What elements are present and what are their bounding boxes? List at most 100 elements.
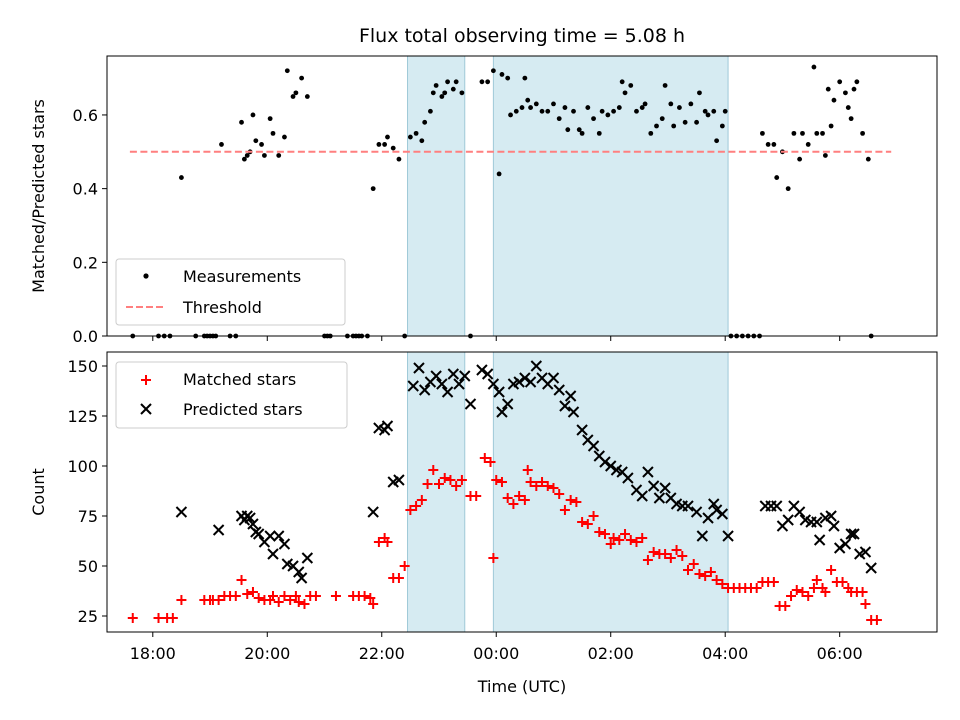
predicted-stars-point	[845, 528, 857, 540]
matched-stars-point	[631, 537, 642, 547]
predicted-stars-point	[587, 440, 600, 452]
matched-stars-point	[330, 591, 341, 601]
predicted-stars-point	[513, 376, 525, 388]
matched-stars-point	[456, 475, 467, 485]
measurement-point	[219, 142, 224, 147]
measurement-point	[714, 138, 720, 144]
measurement-point	[571, 108, 576, 114]
matched-stars-point	[537, 477, 548, 487]
measurement-point	[828, 123, 834, 129]
measurement-point	[771, 142, 777, 147]
matched-stars-point	[293, 597, 304, 607]
predicted-stars-point	[393, 474, 405, 486]
measurement-point	[765, 142, 771, 147]
predicted-stars-point	[828, 520, 840, 532]
matched-stars-point	[620, 529, 631, 539]
measurement-point	[299, 75, 305, 81]
matched-stars-point	[368, 599, 379, 609]
predicted-stars-point	[813, 534, 826, 546]
measurement-point	[634, 108, 639, 114]
matched-stars-point	[660, 549, 671, 559]
measurement-point	[619, 79, 625, 85]
measurement-point	[648, 130, 654, 136]
matched-stars-point	[837, 577, 848, 587]
measurement-point	[459, 90, 465, 96]
measurement-point	[591, 116, 596, 122]
measurement-point	[705, 112, 711, 118]
measurement-point	[702, 108, 708, 114]
predicted-stars-point	[710, 504, 723, 516]
predicted-stars-point	[782, 514, 794, 526]
matched-stars-point	[605, 539, 616, 549]
bottom-panel-data-points	[127, 360, 882, 625]
measurement-point	[831, 97, 837, 103]
measurement-point	[270, 130, 276, 136]
measurement-point	[259, 142, 264, 147]
chart-title: Flux total observing time = 5.08 h	[359, 25, 685, 47]
predicted-stars-point	[481, 368, 494, 380]
measurement-point	[565, 127, 571, 133]
measurement-point	[453, 79, 459, 85]
measurement-point	[244, 153, 250, 158]
measurement-point	[845, 105, 851, 110]
measurement-point	[851, 86, 857, 92]
matched-stars-point	[502, 493, 513, 503]
top-panel-legend: Measurements Threshold	[115, 258, 346, 326]
measurement-point	[442, 90, 448, 96]
measurement-point	[688, 101, 694, 107]
measurement-point	[820, 130, 825, 136]
measurement-point	[585, 105, 591, 110]
predicted-stars-point	[493, 386, 505, 398]
measurement-point	[376, 142, 382, 147]
predicted-stars-point	[599, 456, 611, 468]
measurement-point	[860, 130, 865, 136]
legend-threshold-label: Threshold	[182, 298, 262, 317]
matched-stars-point	[860, 599, 871, 609]
matched-stars-point	[717, 579, 728, 589]
measurement-point	[668, 101, 674, 107]
measurement-point	[262, 153, 267, 158]
measurement-point	[682, 119, 688, 125]
measurement-point	[848, 116, 854, 122]
predicted-stars-point	[244, 512, 256, 524]
matched-stars-point	[285, 595, 296, 605]
predicted-stars-point	[530, 360, 543, 372]
matched-stars-point	[485, 457, 496, 467]
x-tick-label: 04:00	[702, 644, 748, 663]
matched-stars-point	[299, 599, 310, 609]
x-tick-label: 00:00	[473, 644, 519, 663]
predicted-stars-point	[464, 398, 477, 410]
measurement-point	[805, 142, 811, 147]
bottom-panel-frame	[106, 351, 938, 633]
measurement-point	[499, 72, 505, 77]
matched-stars-point	[642, 555, 653, 565]
top-legend-box	[115, 258, 346, 326]
predicted-stars-point	[771, 500, 783, 512]
matched-stars-point	[768, 577, 779, 587]
matched-stars-point	[700, 571, 711, 581]
predicted-stars-point	[273, 530, 285, 542]
predicted-stars-point	[576, 424, 588, 436]
matched-stars-point	[554, 489, 565, 499]
matched-stars-point	[705, 567, 716, 577]
measurement-point	[293, 90, 299, 96]
y-tick-label: 75	[78, 507, 98, 526]
predicted-stars-point	[865, 562, 877, 574]
predicted-stars-point	[622, 472, 634, 484]
measurement-point	[616, 105, 622, 110]
measurement-point	[370, 186, 376, 192]
measurement-point	[639, 105, 645, 110]
measurement-point	[508, 112, 513, 118]
top-panel-y-axis-label: Matched/Predicted stars	[29, 99, 48, 293]
measurement-point	[622, 90, 628, 96]
matched-stars-point	[797, 587, 808, 597]
predicted-stars-point	[553, 384, 565, 396]
predicted-stars-point	[301, 552, 314, 564]
measurement-point	[596, 130, 602, 136]
measurement-point	[250, 112, 256, 118]
matched-stars-point	[688, 559, 699, 569]
matched-stars-point	[422, 479, 433, 489]
measurement-point	[513, 108, 519, 114]
measurement-point	[579, 130, 585, 136]
